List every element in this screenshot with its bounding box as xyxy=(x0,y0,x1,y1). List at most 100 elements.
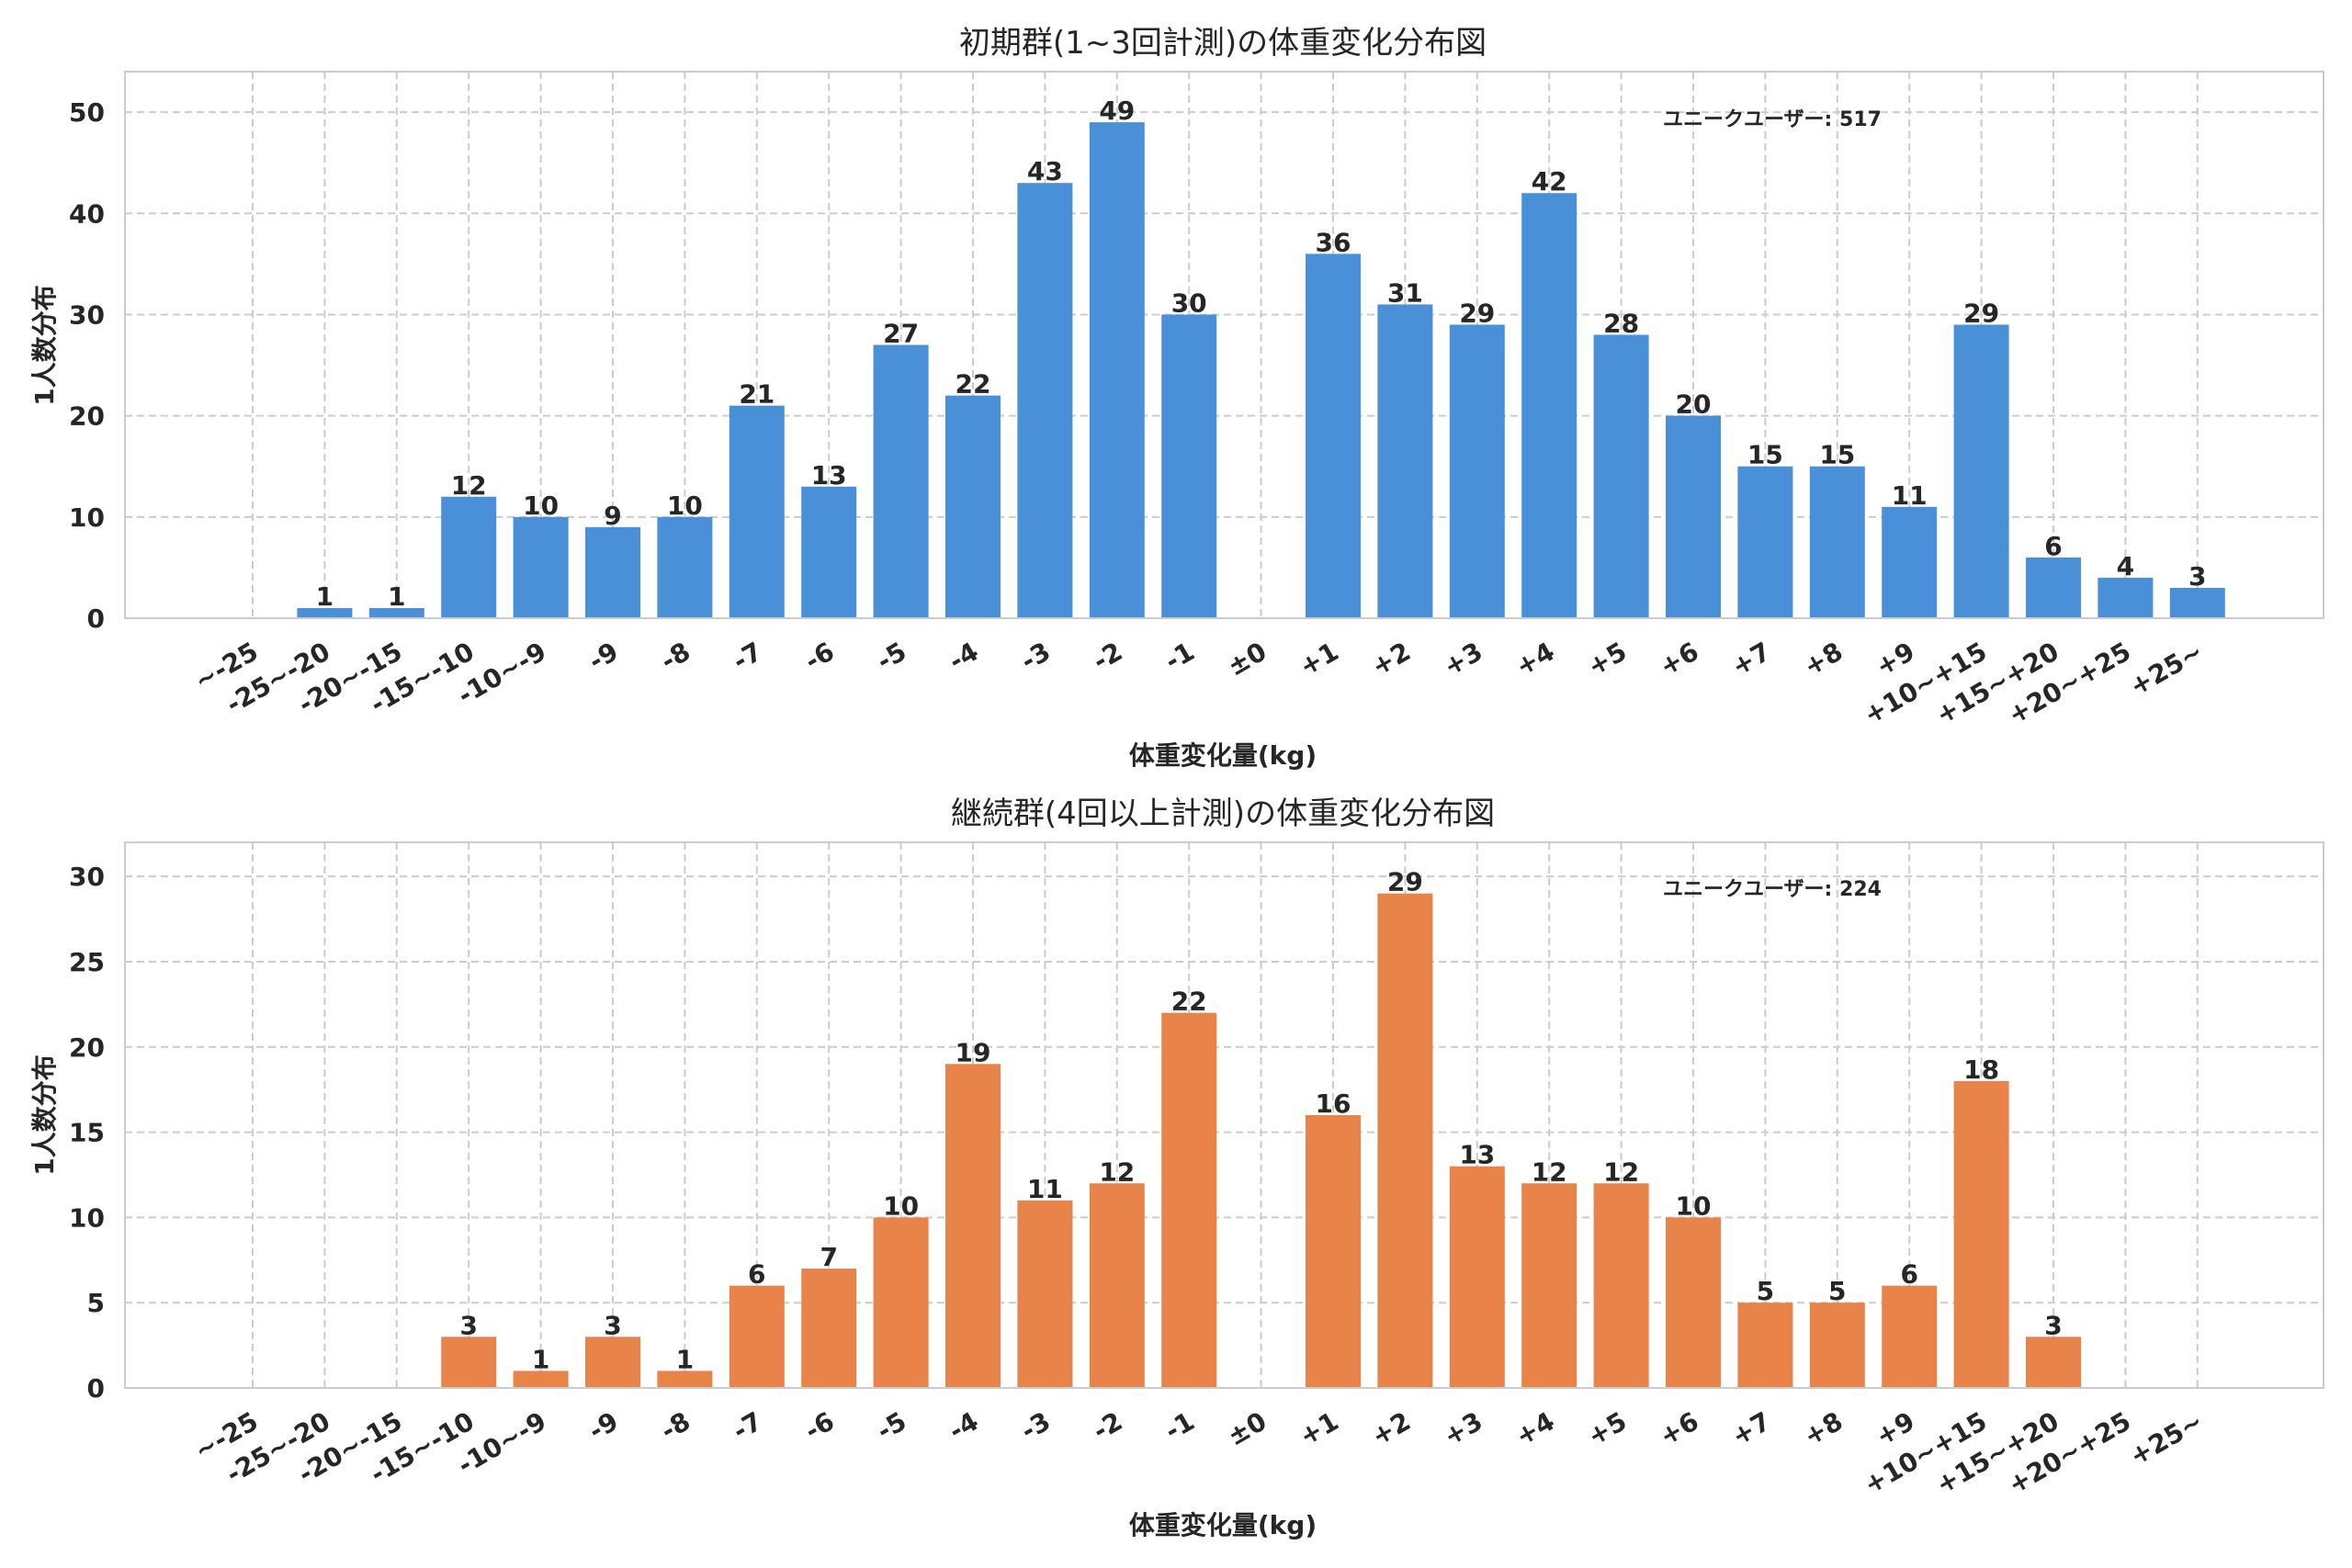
x-tick-label: -2 xyxy=(1088,1405,1127,1446)
x-tick-label: +3 xyxy=(1439,1405,1488,1451)
bar xyxy=(1953,1080,2009,1388)
bar xyxy=(297,607,353,618)
x-tick-label: -9 xyxy=(583,636,623,676)
y-tick-label: 10 xyxy=(69,1202,105,1233)
unique-user-annotation: ユニークユーザー: 517 xyxy=(1663,108,1882,131)
bar xyxy=(1953,324,2009,618)
bar-value-label: 11 xyxy=(1027,1174,1063,1204)
bar-value-label: 1 xyxy=(388,581,405,612)
bar xyxy=(1882,1285,1938,1388)
bar xyxy=(1882,506,1938,618)
bar-value-label: 13 xyxy=(1459,1140,1495,1170)
bar xyxy=(2098,577,2154,618)
bar xyxy=(1593,1183,1649,1388)
bar xyxy=(1161,1012,1217,1388)
y-tick-label: 15 xyxy=(69,1118,105,1148)
bar xyxy=(1449,1166,1505,1388)
bar xyxy=(513,516,569,618)
x-tick-label: -3 xyxy=(1015,636,1055,676)
bar-value-label: 6 xyxy=(748,1259,765,1290)
bars xyxy=(297,122,2225,618)
x-tick-label: +2 xyxy=(1366,1405,1416,1451)
x-tick-labels: ~-25-25~-20-20~-15-15~-10-10~-9 -9 -8 -7 -6-… xyxy=(189,636,2208,730)
chart-title: 初期群(1~3回計測)の体重変化分布図 xyxy=(959,25,1487,62)
bars xyxy=(441,893,2081,1388)
bar-value-label: 6 xyxy=(1900,1259,1917,1290)
x-tick-label: -6 xyxy=(799,1405,839,1446)
x-axis-label: 体重変化量(kg) xyxy=(1129,740,1317,771)
bar xyxy=(801,486,857,618)
bar xyxy=(657,516,713,618)
x-axis-label: 体重変化量(kg) xyxy=(1129,1510,1317,1540)
bar-value-label: 9 xyxy=(604,501,621,531)
bar xyxy=(1161,314,1217,618)
x-tick-label: -7 xyxy=(728,1405,767,1446)
bar xyxy=(1809,466,1865,618)
bar xyxy=(1521,1183,1577,1388)
x-tick-label: +6 xyxy=(1655,636,1704,682)
bar-value-label: 42 xyxy=(1532,166,1567,197)
y-tick-label: 20 xyxy=(69,401,105,432)
bar-value-label: 22 xyxy=(1171,987,1207,1017)
plot-frame xyxy=(124,841,2324,1389)
bar-value-label: 13 xyxy=(811,460,847,491)
y-tick-label: 30 xyxy=(69,862,105,892)
x-tick-label: +2 xyxy=(1366,636,1416,682)
x-tick-label: -5 xyxy=(872,636,911,676)
x-tick-labels: ~-25-25~-20-20~-15-15~-10-10~-9 -9 -8 -7 -6-… xyxy=(189,1405,2208,1500)
x-tick-label: -4 xyxy=(944,636,983,676)
x-tick-label: -8 xyxy=(655,636,695,676)
bar-value-label: 19 xyxy=(956,1037,991,1067)
x-tick-label: +1 xyxy=(1295,636,1344,682)
chart-title: 継続群(4回以上計測)の体重変化分布図 xyxy=(951,795,1495,832)
bar xyxy=(729,1285,785,1388)
bar xyxy=(1666,1217,1721,1388)
x-tick-label: +6 xyxy=(1655,1405,1704,1451)
bar-value-label: 15 xyxy=(1819,440,1855,470)
x-tick-label: +1 xyxy=(1295,1405,1344,1451)
bar-value-label: 22 xyxy=(956,369,991,400)
bar xyxy=(1666,415,1721,618)
x-tick-label: +4 xyxy=(1510,636,1560,682)
y-tick-label: 25 xyxy=(69,947,105,977)
bar xyxy=(1089,1183,1145,1388)
bar-value-label: 43 xyxy=(1027,156,1063,186)
bar xyxy=(585,526,640,618)
x-tick-label: +8 xyxy=(1799,636,1849,682)
bar xyxy=(873,344,929,618)
bar-value-label: 12 xyxy=(1532,1156,1567,1187)
bar-value-label: 31 xyxy=(1387,277,1423,308)
bar-value-label: 36 xyxy=(1316,227,1351,257)
bar-value-label: 5 xyxy=(1828,1276,1846,1306)
bar-value-label: 18 xyxy=(1963,1055,1999,1085)
bar xyxy=(513,1371,569,1388)
bar xyxy=(1017,1200,1073,1388)
x-tick-label: -5 xyxy=(872,1405,911,1446)
x-tick-label: +5 xyxy=(1582,1405,1632,1451)
bar-value-label: 49 xyxy=(1099,96,1135,126)
bar-value-label: 3 xyxy=(2188,561,2206,592)
bar-value-label: 15 xyxy=(1747,440,1783,470)
bar xyxy=(368,607,424,618)
bar xyxy=(1306,1115,1361,1388)
x-tick-label: -1 xyxy=(1159,1405,1199,1446)
plot-frame xyxy=(124,71,2324,619)
bar xyxy=(657,1371,713,1388)
bar xyxy=(2026,557,2081,618)
bar-value-label: 1 xyxy=(676,1344,694,1374)
x-tick-label: +3 xyxy=(1439,636,1488,682)
bar xyxy=(1809,1303,1865,1388)
bar xyxy=(1306,254,1361,618)
x-tick-label: +7 xyxy=(1726,636,1776,682)
y-axis-label: 1人数分布 xyxy=(29,285,60,405)
bar-value-label: 30 xyxy=(1171,288,1207,318)
x-tick-label: -3 xyxy=(1015,1405,1055,1446)
x-tick-label: +7 xyxy=(1726,1405,1776,1451)
bar xyxy=(1377,893,1433,1388)
bar xyxy=(945,1064,1001,1388)
y-tick-label: 20 xyxy=(69,1032,105,1063)
bar-value-label: 1 xyxy=(316,581,334,612)
bar-value-label: 3 xyxy=(604,1310,621,1340)
x-tick-label: -8 xyxy=(655,1405,695,1446)
